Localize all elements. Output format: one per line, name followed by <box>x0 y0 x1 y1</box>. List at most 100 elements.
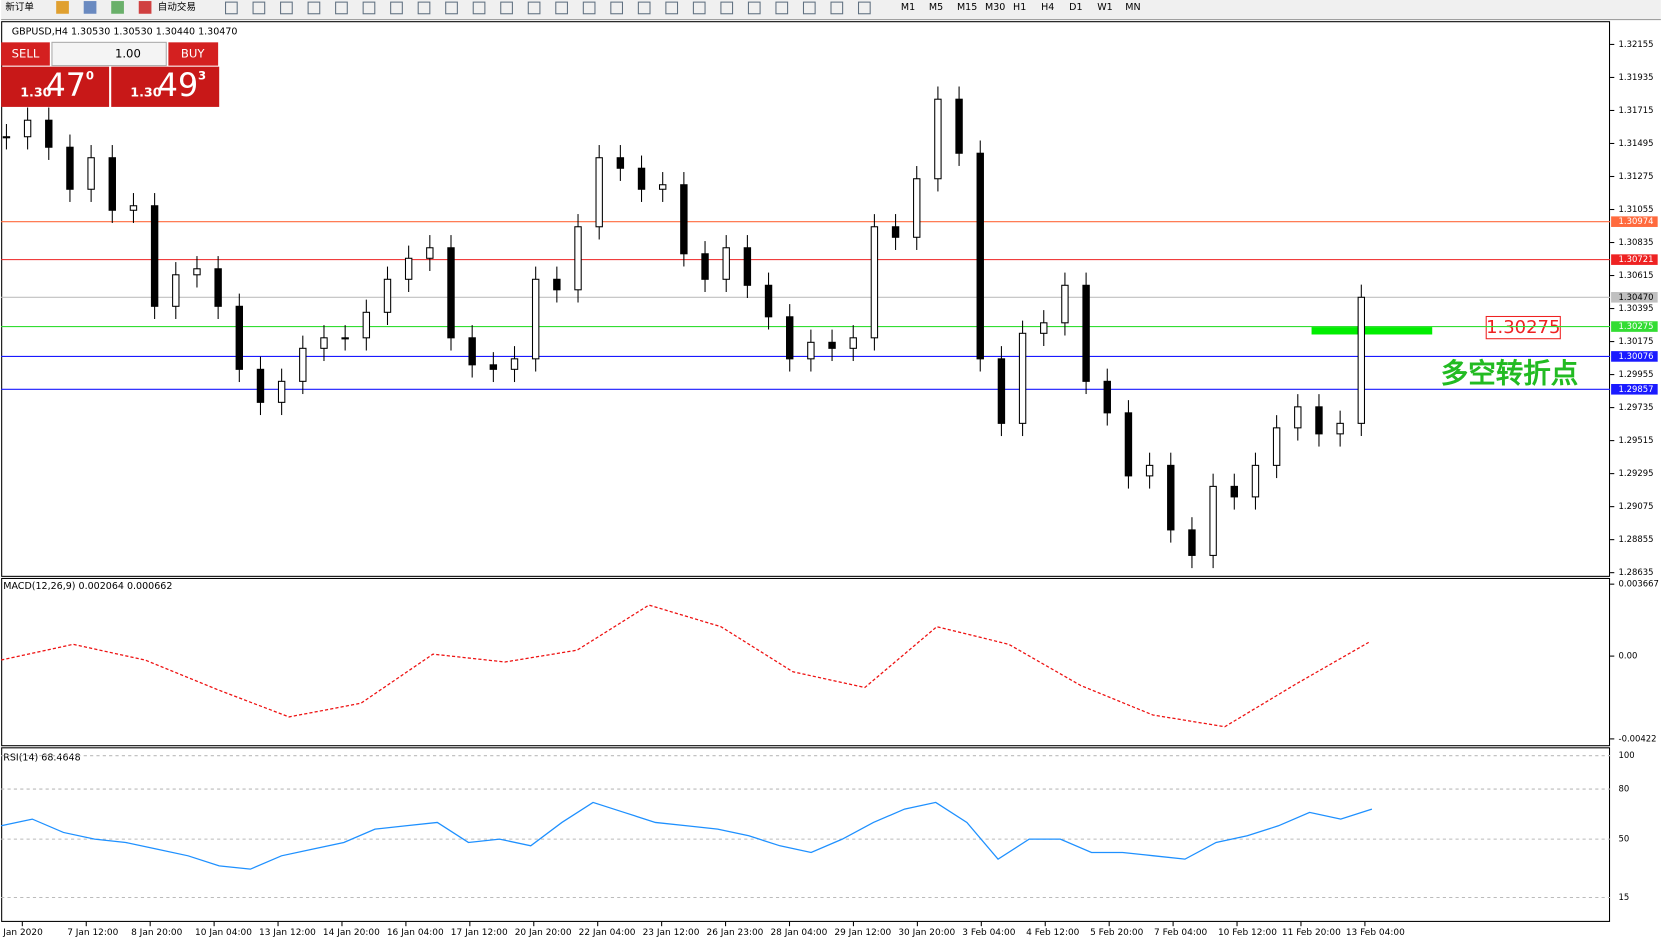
y-tick-label: 1.31715 <box>1619 105 1654 115</box>
timeframe-button[interactable]: MN <box>1125 2 1140 13</box>
candle <box>468 337 476 366</box>
x-tick-label: 4 Feb 12:00 <box>1026 928 1080 938</box>
candle <box>997 358 1006 424</box>
timeframe-button[interactable]: W1 <box>1097 2 1112 13</box>
tool-icon[interactable] <box>417 1 431 15</box>
x-tick-label: 13 Feb 04:00 <box>1346 928 1405 938</box>
candle <box>1357 296 1366 424</box>
candle <box>701 253 709 280</box>
candle <box>722 247 730 280</box>
tool-icon[interactable] <box>637 1 651 15</box>
tool-icon[interactable] <box>857 1 871 15</box>
candle <box>807 341 815 360</box>
tool-icon[interactable] <box>445 1 458 15</box>
tool-icon[interactable] <box>720 1 734 15</box>
candle <box>743 247 752 286</box>
y-tick-label: 1.28635 <box>1619 567 1654 577</box>
sell-price-big: 1.30 <box>20 85 51 100</box>
candle <box>891 226 900 238</box>
price-level-tag <box>1611 292 1658 303</box>
tool-icon[interactable] <box>500 1 513 15</box>
y-tick-label: 1.29735 <box>1619 402 1654 412</box>
lot-value[interactable]: 1.00 <box>115 46 141 60</box>
x-tick-label: 16 Jan 04:00 <box>387 928 444 938</box>
buy-button[interactable] <box>168 42 219 66</box>
tool-icon[interactable] <box>527 1 541 15</box>
y-tick-label: 1.30175 <box>1619 336 1654 346</box>
x-tick-label: 3 Feb 04:00 <box>962 928 1016 938</box>
main-panel <box>1 21 1611 577</box>
tool-icon[interactable] <box>225 1 238 15</box>
y-tick-label: 0.00 <box>1619 651 1638 661</box>
buy-label[interactable]: BUY <box>181 46 205 60</box>
candle <box>913 178 921 238</box>
icon[interactable] <box>111 1 124 14</box>
tool-icon[interactable] <box>390 1 403 15</box>
tool-icon[interactable] <box>582 1 596 15</box>
timeframe-button[interactable]: D1 <box>1069 2 1082 13</box>
price-level-label: 1.30470 <box>1619 292 1654 302</box>
candle <box>150 205 159 307</box>
candle <box>553 278 561 291</box>
timeframe-button[interactable]: H1 <box>1013 2 1026 13</box>
tool-icon[interactable] <box>335 1 348 15</box>
tool-icon[interactable] <box>252 1 266 15</box>
candle <box>1145 464 1154 477</box>
annotation-price: 1.30275 <box>1486 317 1560 338</box>
timeframe-button[interactable]: M30 <box>985 2 1005 13</box>
candle <box>489 364 498 370</box>
candle <box>1230 485 1238 498</box>
macd-signal <box>1 604 1370 728</box>
tool-icon[interactable] <box>692 1 706 15</box>
icon[interactable] <box>83 1 97 14</box>
candle <box>786 316 794 360</box>
candle <box>129 205 138 211</box>
candle <box>87 157 95 190</box>
x-tick-label: 20 Jan 20:00 <box>515 928 572 938</box>
candle <box>108 157 116 211</box>
tool-icon[interactable] <box>802 1 816 15</box>
y-tick-label: 1.32155 <box>1619 39 1654 49</box>
x-tick-label: 28 Jan 04:00 <box>770 928 827 938</box>
tool-icon[interactable] <box>307 1 321 15</box>
sell-price-pips: 47 <box>46 68 86 104</box>
rsi-label: RSI(14) 68.4648 <box>3 752 80 763</box>
auto-trading-button[interactable]: 自动交易 <box>158 1 196 13</box>
candle <box>256 368 265 403</box>
sell-label[interactable]: SELL <box>12 46 40 60</box>
sell-price-box[interactable] <box>1 66 110 107</box>
candle <box>955 98 963 154</box>
timeframe-button[interactable]: M1 <box>901 2 915 13</box>
y-tick-label: 100 <box>1619 750 1635 760</box>
buy-price-big: 1.30 <box>130 85 161 100</box>
buy-price-box[interactable] <box>111 66 220 107</box>
timeframe-button[interactable]: M15 <box>957 2 977 13</box>
tool-icon[interactable] <box>610 1 624 15</box>
timeframe-button[interactable]: H4 <box>1041 2 1054 13</box>
candle <box>404 257 413 280</box>
candle <box>1294 406 1302 429</box>
candle <box>235 305 244 370</box>
icon[interactable] <box>138 1 152 14</box>
tool-icon[interactable] <box>747 1 761 15</box>
tool-icon[interactable] <box>830 1 844 15</box>
new-order-button[interactable]: 新订单 <box>5 1 34 13</box>
price-level-tag <box>1611 216 1658 227</box>
candle <box>637 167 646 190</box>
x-tick-label: 7 Feb 04:00 <box>1154 928 1208 938</box>
buy-price-frac: 3 <box>198 69 206 83</box>
candle <box>341 337 349 340</box>
sell-price-frac: 0 <box>86 69 94 83</box>
tool-icon[interactable] <box>280 1 293 15</box>
candle <box>870 226 879 339</box>
timeframe-button[interactable]: M5 <box>929 2 943 13</box>
tool-icon[interactable] <box>555 1 568 15</box>
tool-icon[interactable] <box>775 1 789 15</box>
icon[interactable] <box>56 1 69 14</box>
candle <box>510 358 519 370</box>
tool-icon[interactable] <box>362 1 376 15</box>
tool-icon[interactable] <box>472 1 486 15</box>
sell-button[interactable] <box>1 42 50 66</box>
tool-icon[interactable] <box>665 1 679 15</box>
lot-input[interactable] <box>51 41 167 67</box>
